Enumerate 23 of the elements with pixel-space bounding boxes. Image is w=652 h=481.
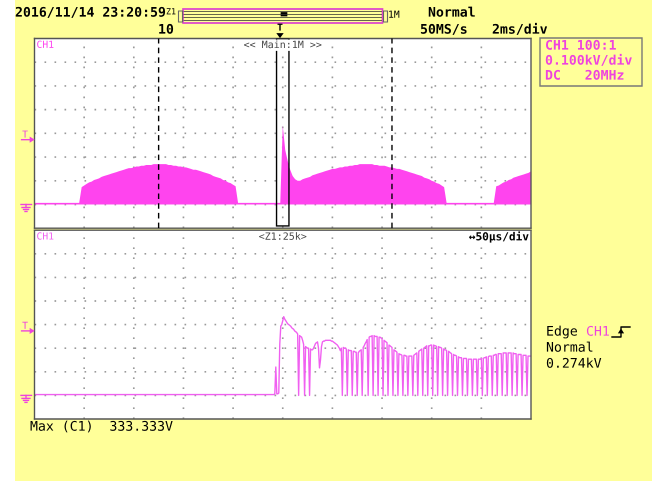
text: Z1	[166, 8, 176, 14]
chart-title: <Z1:25k>	[259, 232, 306, 240]
text: 50MS/s	[420, 24, 467, 35]
text: 10	[159, 24, 174, 34]
text: CH1	[586, 326, 609, 336]
text: 1M	[389, 10, 400, 18]
text: Normal	[428, 6, 475, 17]
chart-title: << Main:1M >>	[244, 40, 322, 48]
text: 0.100kV/div	[546, 54, 632, 66]
text: CH1	[37, 232, 54, 240]
text: T	[278, 24, 282, 31]
text: CH1 100:1	[546, 40, 616, 50]
text: 2016/11/14 23:20:59	[16, 6, 166, 18]
text: Edge	[547, 326, 577, 338]
text: DC 20MHz	[546, 70, 624, 80]
text: 2ms/div	[492, 22, 548, 35]
ref-line-label: T	[22, 322, 28, 329]
text: ↔50µs/div	[469, 231, 529, 243]
ref-line-label: T	[22, 130, 28, 138]
text: Max (C1) 333.333V	[30, 420, 173, 432]
text: CH1	[37, 40, 54, 48]
text: Normal	[546, 342, 592, 352]
text: 0.274kV	[546, 358, 602, 368]
